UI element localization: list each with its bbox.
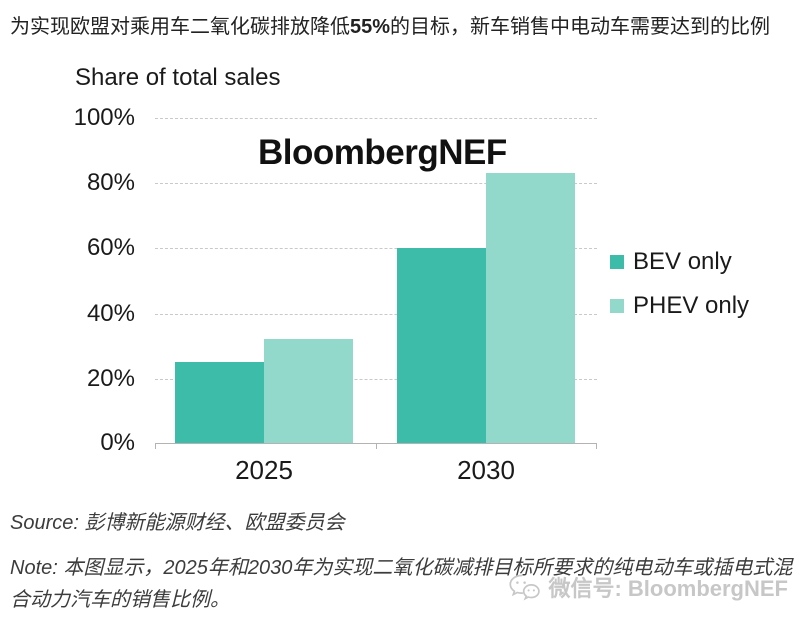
wechat-badge: 微信号: BloombergNEF — [509, 571, 788, 603]
wechat-label: 微信号: BloombergNEF — [548, 576, 788, 601]
y-axis-tick-20: 20% — [86, 365, 135, 392]
legend-swatch-phev — [610, 299, 624, 313]
y-axis-tick-0: 0% — [100, 429, 135, 456]
y-axis-tick-40: 40% — [86, 300, 135, 327]
x-axis-tick-left — [155, 443, 156, 449]
legend-label-bev: BEV only — [633, 248, 732, 275]
note-text: 本图显示，2025年和2030年为实现二氧化碳减排目标所要求的纯电动车或插电式混… — [10, 557, 793, 611]
chart-axis-title: Share of total sales — [75, 64, 281, 91]
page-title-text: 为实现欧盟对乘用车二氧化碳排放降低 — [10, 16, 350, 38]
legend-label-phev: PHEV only — [633, 292, 750, 319]
y-axis-tick-100: 100% — [73, 104, 135, 131]
wechat-icon — [509, 574, 541, 601]
bar-2025-phev-only — [264, 339, 353, 443]
note-label: Note: — [10, 557, 58, 579]
legend-entry-phev: PHEV only — [610, 292, 749, 320]
gridline-100 — [155, 118, 597, 119]
source-text: 彭博新能源财经、欧盟委员会 — [84, 512, 345, 534]
bar-2030-bev-only — [397, 248, 486, 443]
source-line: Source: 彭博新能源财经、欧盟委员会 — [10, 506, 345, 535]
gridline-40 — [155, 314, 597, 315]
bar-2025-bev-only — [175, 361, 264, 443]
plot-area — [155, 118, 597, 449]
source-label: Source: — [10, 512, 79, 534]
y-axis-tick-60: 60% — [86, 234, 135, 261]
bar-2030-phev-only — [486, 173, 575, 443]
x-axis-tick-right — [596, 443, 597, 449]
x-axis-tick-middle — [376, 443, 377, 449]
note-line: Note: 本图显示，2025年和2030年为实现二氧化碳减排目标所要求的纯电动… — [10, 552, 794, 616]
y-axis-tick-80: 80% — [86, 169, 135, 196]
gridline-20 — [155, 379, 597, 380]
page-title: 为实现欧盟对乘用车二氧化碳排放降低55%的目标，新车销售中电动车需要达到的比例 — [10, 13, 794, 41]
legend-swatch-bev — [610, 255, 624, 269]
bloombergnef-watermark: BloombergNEF — [258, 133, 507, 172]
page-title-bold-percentage: 55% — [350, 16, 391, 38]
gridline-60 — [155, 248, 597, 249]
x-axis-label-2030: 2030 — [457, 455, 515, 485]
page-title-text-after: 的目标，新车销售中电动车需要达到的比例 — [390, 16, 771, 38]
x-axis-label-2025: 2025 — [235, 455, 293, 485]
legend-entry-bev: BEV only — [610, 248, 732, 276]
gridline-80 — [155, 183, 597, 184]
